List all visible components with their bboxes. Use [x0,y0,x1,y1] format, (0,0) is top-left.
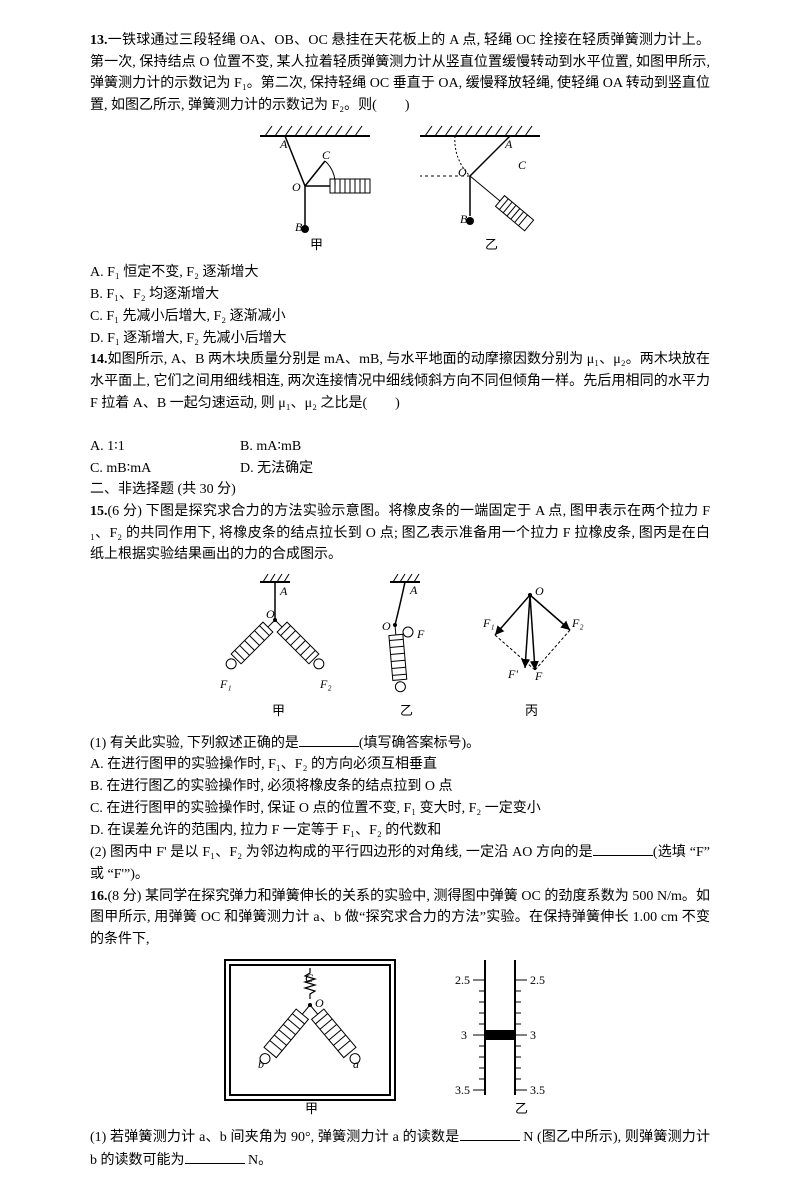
q13-A: A. F₁ 恒定不变, F₂ 逐渐增大 [90,262,710,284]
q13-figure: A O B C [90,121,710,259]
svg-text:F₂: F₂ [571,616,584,630]
q16-p1: (1) 若弹簧测力计 a、b 间夹角为 90°, 弹簧测力计 a 的读数是 N … [90,1126,710,1171]
q13-B: B. F₁、F₂ 均逐渐增大 [90,284,710,306]
q14-text: 14.如图所示, A、B 两木块质量分别是 mA、mB, 与水平地面的动摩擦因数… [90,349,710,414]
blank[interactable] [299,732,359,747]
svg-text:C: C [322,148,331,162]
svg-text:乙: 乙 [485,237,498,251]
q13-text: 13.一铁球通过三段轻绳 OA、OB、OC 悬挂在天花板上的 A 点, 轻绳 O… [90,30,710,117]
q16-p1-tail: N。 [245,1153,273,1168]
svg-text:2.5: 2.5 [530,973,545,987]
svg-text:O: O [382,619,391,633]
q15-figure: A O F₁ F₂ 甲 [90,570,710,728]
svg-text:3.5: 3.5 [455,1083,470,1097]
section2-title: 二、非选择题 (共 30 分) [90,479,710,501]
q13-D: D. F₁ 逐渐增大, F₂ 先减小后增大 [90,328,710,350]
q15-p1-lead: (1) 有关此实验, 下列叙述正确的是 [90,736,299,751]
q14-options-row2: C. mB∶mA D. 无法确定 [90,458,710,480]
page: 13.一铁球通过三段轻绳 OA、OB、OC 悬挂在天花板上的 A 点, 轻绳 O… [0,0,800,1202]
q15-D: D. 在误差允许的范围内, 拉力 F 一定等于 F₁、F₂ 的代数和 [90,820,710,842]
q15-p1-tail: (填写确答案标号)。 [359,736,480,751]
q16-figure: C O b a [90,955,710,1123]
q16-body: (8 分) 某同学在探究弹力和弹簧伸长的关系的实验中, 测得图中弹簧 OC 的劲… [90,889,710,947]
q16-p1-lead: (1) 若弹簧测力计 a、b 间夹角为 90°, 弹簧测力计 a 的读数是 [90,1130,460,1145]
svg-text:O: O [292,180,301,194]
svg-text:a: a [353,1057,359,1071]
svg-text:B: B [295,220,303,234]
q15-body: (6 分) 下图是探究求合力的方法实验示意图。将橡皮条的一端固定于 A 点, 图… [90,504,710,562]
q13-body: 一铁球通过三段轻绳 OA、OB、OC 悬挂在天花板上的 A 点, 轻绳 OC 拴… [90,33,710,113]
svg-text:O: O [535,584,544,598]
svg-text:F: F [416,627,425,641]
blank[interactable] [593,841,653,856]
svg-text:甲: 甲 [272,703,285,718]
q15-text: 15.(6 分) 下图是探究求合力的方法实验示意图。将橡皮条的一端固定于 A 点… [90,501,710,566]
q15-B: B. 在进行图乙的实验操作时, 必须将橡皮条的结点拉到 O 点 [90,776,710,798]
q15-A: A. 在进行图甲的实验操作时, F₁、F₂ 的方向必须互相垂直 [90,754,710,776]
q14-D: D. 无法确定 [240,458,390,480]
svg-text:O: O [315,996,324,1010]
blank[interactable] [460,1126,520,1141]
q15-p1: (1) 有关此实验, 下列叙述正确的是 (填写确答案标号)。 [90,732,710,755]
svg-text:A: A [279,584,288,598]
q14-C: C. mB∶mA [90,458,240,480]
svg-text:3: 3 [530,1028,536,1042]
svg-text:C: C [518,158,527,172]
q14-B: B. mA∶mB [240,436,390,458]
q15-p2-lead: (2) 图丙中 F' 是以 F₁、F₂ 为邻边构成的平行四边形的对角线, 一定沿… [90,845,593,860]
svg-text:F₁: F₁ [482,616,495,630]
svg-text:乙: 乙 [400,703,413,718]
svg-text:3.5: 3.5 [530,1083,545,1097]
svg-text:A: A [504,137,513,151]
svg-text:甲: 甲 [310,237,323,251]
q14-options-row1: A. 1∶1 B. mA∶mB [90,436,710,458]
blank[interactable] [185,1149,245,1164]
q14-blank-line [90,414,710,436]
svg-text:F₁: F₁ [219,677,232,691]
svg-text:3: 3 [461,1028,467,1042]
svg-text:A: A [409,583,418,597]
q15-C: C. 在进行图甲的实验操作时, 保证 O 点的位置不变, F₁ 变大时, F₂ … [90,798,710,820]
q15-p2: (2) 图丙中 F' 是以 F₁、F₂ 为邻边构成的平行四边形的对角线, 一定沿… [90,841,710,885]
q16-text: 16.(8 分) 某同学在探究弹力和弹簧伸长的关系的实验中, 测得图中弹簧 OC… [90,886,710,951]
svg-text:甲: 甲 [305,1101,318,1115]
svg-text:F': F' [507,667,518,681]
q15-num: 15. [90,504,108,519]
svg-text:F₂: F₂ [319,677,332,691]
svg-text:乙: 乙 [515,1101,528,1115]
q13-C: C. F₁ 先减小后增大, F₂ 逐渐减小 [90,306,710,328]
svg-text:b: b [258,1057,264,1071]
q14-num: 14. [90,352,108,367]
q14-body: 如图所示, A、B 两木块质量分别是 mA、mB, 与水平地面的动摩擦因数分别为… [90,352,710,410]
svg-text:O: O [266,607,275,621]
svg-text:B: B [460,212,468,226]
svg-text:丙: 丙 [525,703,538,718]
q14-A: A. 1∶1 [90,436,240,458]
q13-num: 13. [90,33,108,48]
svg-text:F: F [534,669,543,683]
q16-num: 16. [90,889,108,904]
svg-text:2.5: 2.5 [455,973,470,987]
